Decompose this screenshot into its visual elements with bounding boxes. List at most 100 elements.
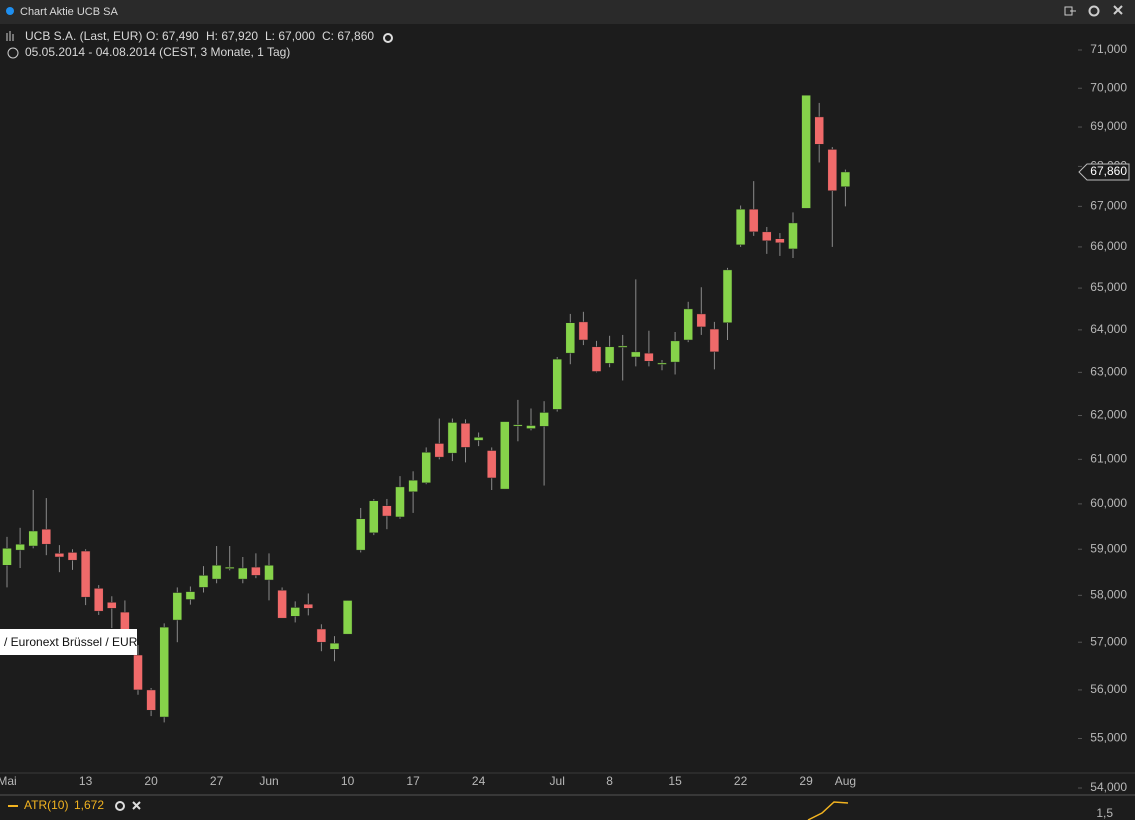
y-tick-label: 54,000 — [1090, 780, 1127, 794]
indicator-pane — [0, 796, 1135, 820]
y-tick-label: 58,000 — [1090, 587, 1127, 601]
candle-body — [434, 443, 445, 458]
candle-body — [107, 602, 117, 609]
candle-body — [80, 550, 91, 598]
candle-body — [159, 626, 169, 718]
candle-body — [827, 149, 838, 191]
x-tick-label: Aug — [835, 774, 856, 788]
candle-body — [2, 548, 12, 566]
instrument: UCB S.A. (Last, EUR) — [25, 29, 142, 43]
y-tick-label: 70,000 — [1090, 80, 1127, 94]
candle-body — [670, 340, 680, 363]
candle-body — [552, 358, 562, 410]
candle-body — [735, 208, 746, 246]
y-tick-label: 69,000 — [1090, 119, 1127, 133]
candle-body — [801, 94, 811, 209]
candle-body — [395, 486, 405, 518]
candle-body — [408, 479, 418, 493]
candle-body — [172, 592, 183, 621]
x-tick-label: 20 — [144, 774, 158, 788]
candle-body — [264, 565, 274, 581]
candle-body — [15, 543, 25, 551]
y-tick-label: 66,000 — [1090, 239, 1127, 253]
candle-body — [814, 116, 824, 145]
indicator-settings[interactable] — [115, 801, 125, 811]
candle-body — [696, 313, 707, 328]
candle-body — [290, 607, 300, 617]
price-pane — [2, 94, 851, 723]
y-tick-label: 59,000 — [1090, 541, 1127, 555]
candle-body — [355, 518, 366, 551]
candle-body — [748, 208, 759, 233]
candle-body — [617, 345, 628, 348]
candle-body — [54, 553, 65, 558]
candle-body — [565, 322, 576, 354]
candle-body — [224, 566, 235, 569]
indicator-name: ATR(10) — [24, 798, 68, 812]
candle-body — [486, 450, 497, 479]
candle-body — [722, 269, 733, 323]
info-button[interactable] — [383, 33, 393, 43]
instrument-icon — [6, 31, 14, 41]
x-tick-label: Jul — [550, 774, 565, 788]
indicator-value: 1,672 — [74, 798, 104, 812]
ohlc-low: L: 67,000 — [265, 29, 315, 43]
candle-body — [447, 422, 458, 454]
ohlc-open: O: 67,490 — [146, 29, 199, 43]
candle-body — [421, 452, 431, 484]
indicator-line — [807, 801, 849, 820]
candle-body — [185, 591, 196, 600]
ohlc-close: C: 67,860 — [322, 29, 374, 43]
last-price-label: 67,860 — [1090, 164, 1127, 178]
candle-body — [28, 530, 38, 547]
candle-body — [683, 308, 693, 341]
indicator-axis-label: 1,5 — [1096, 806, 1113, 820]
candle-body — [460, 423, 471, 448]
candle-body — [67, 552, 78, 561]
last-price-marker — [1078, 163, 1130, 181]
candle-body — [316, 628, 327, 643]
close-button[interactable] — [1113, 5, 1123, 15]
window-buttons[interactable] — [1064, 5, 1123, 17]
x-tick-label: Mai — [0, 774, 17, 788]
x-tick-label: 27 — [210, 774, 224, 788]
x-tick-label: 13 — [79, 774, 93, 788]
candle-body — [631, 351, 641, 358]
y-tick-label: 55,000 — [1090, 731, 1127, 745]
indicator-remove[interactable] — [132, 801, 141, 810]
export-button[interactable] — [1064, 6, 1076, 16]
y-tick-label: 64,000 — [1090, 322, 1127, 336]
x-tick-label: 24 — [472, 774, 486, 788]
x-tick-label: 29 — [799, 774, 813, 788]
y-tick-label: 60,000 — [1090, 496, 1127, 510]
candle-body — [133, 654, 143, 691]
x-tick-label: 15 — [668, 774, 682, 788]
candle-body — [251, 566, 261, 576]
y-tick-label: 63,000 — [1090, 365, 1127, 379]
candle-body — [539, 412, 549, 427]
candle-body — [604, 346, 615, 364]
y-tick-label: 57,000 — [1090, 634, 1127, 648]
candle-body — [709, 328, 720, 353]
candle-body — [578, 321, 589, 341]
y-tick-label: 61,000 — [1090, 452, 1127, 466]
candle-body — [500, 421, 510, 490]
candle-body — [329, 642, 340, 650]
candle-body — [473, 437, 484, 441]
settings-button[interactable] — [1088, 5, 1100, 17]
x-axis: Mai 13 20 27 Jun 10 17 24 Jul 8 15 22 29 Aug — [0, 772, 1135, 788]
candle-body — [526, 425, 536, 429]
y-tick-label: 56,000 — [1090, 682, 1127, 696]
candle-body — [644, 352, 654, 362]
candle-body — [277, 589, 287, 619]
x-tick-label: 17 — [406, 774, 420, 788]
tooltip — [0, 629, 137, 655]
y-tick-label: 71,000 — [1090, 42, 1127, 56]
candle-body — [775, 238, 785, 244]
candle-body — [513, 424, 523, 427]
candle-body — [93, 588, 104, 612]
ohlc-high: H: 67,920 — [206, 29, 258, 43]
